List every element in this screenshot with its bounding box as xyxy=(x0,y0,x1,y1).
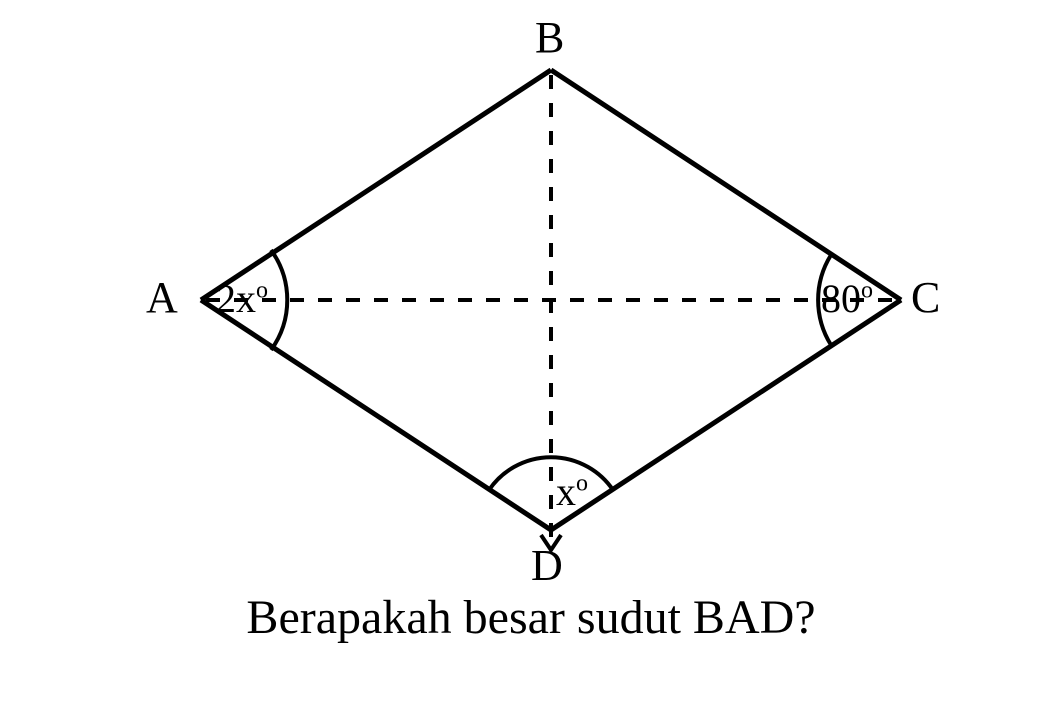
edge-ab xyxy=(201,70,551,300)
edge-da xyxy=(201,300,551,530)
edge-bc xyxy=(551,70,901,300)
angle-c-degree: o xyxy=(861,278,873,304)
angle-c-value: 80 xyxy=(821,276,861,321)
vertex-label-d: D xyxy=(531,540,563,591)
angle-label-a: 2xo xyxy=(216,275,268,322)
angle-a-value: 2x xyxy=(216,276,256,321)
angle-a-degree: o xyxy=(256,278,268,304)
vertex-label-c: C xyxy=(911,272,940,323)
edge-cd xyxy=(551,300,901,530)
angle-label-c: 80o xyxy=(821,275,873,322)
angle-label-d: xo xyxy=(556,468,588,515)
question-text: Berapakah besar sudut BAD? xyxy=(20,590,1042,645)
vertex-label-a: A xyxy=(146,272,178,323)
angle-d-degree: o xyxy=(576,471,588,497)
geometry-diagram: A B C D 2xo 80o xo xyxy=(121,20,941,580)
vertex-label-b: B xyxy=(535,12,564,63)
angle-d-value: x xyxy=(556,469,576,514)
